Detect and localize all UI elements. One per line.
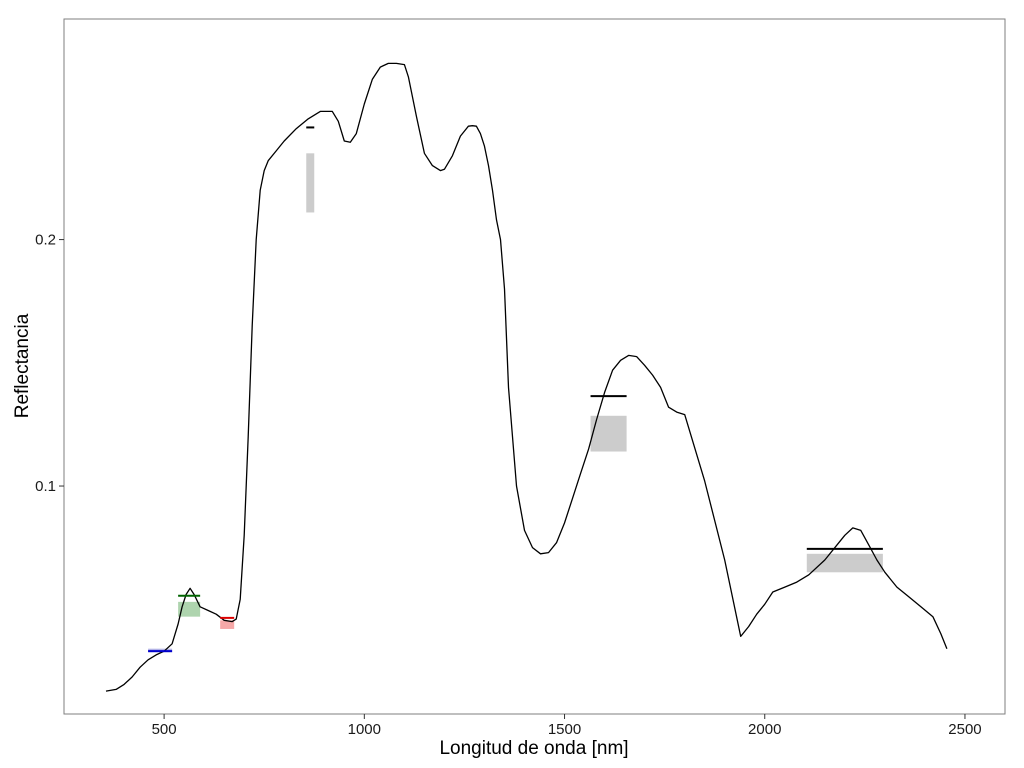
annotation-band — [306, 153, 315, 213]
x-axis-title: Longitud de onda [nm] — [439, 738, 628, 759]
annotation-band — [806, 553, 883, 573]
annotation-marks — [148, 126, 883, 653]
annotation-band — [220, 620, 235, 629]
plot-panel — [63, 18, 1006, 715]
x-tick-label: 1000 — [348, 721, 381, 738]
series-lines — [105, 62, 948, 692]
x-axis: 500 1000 1500 2000 2500 — [152, 714, 982, 738]
x-tick-label: 500 — [152, 721, 177, 738]
x-tick-label: 2500 — [948, 721, 981, 738]
x-tick-label: 2000 — [748, 721, 781, 738]
y-tick-label: 0.2 — [35, 232, 56, 249]
x-tick-label: 1500 — [548, 721, 581, 738]
y-axis: 0.1 0.2 — [35, 232, 64, 495]
annotation-band — [178, 601, 201, 617]
series-line — [105, 62, 948, 692]
y-tick-label: 0.1 — [35, 478, 56, 495]
y-axis-title: Reflectancia — [12, 313, 33, 418]
